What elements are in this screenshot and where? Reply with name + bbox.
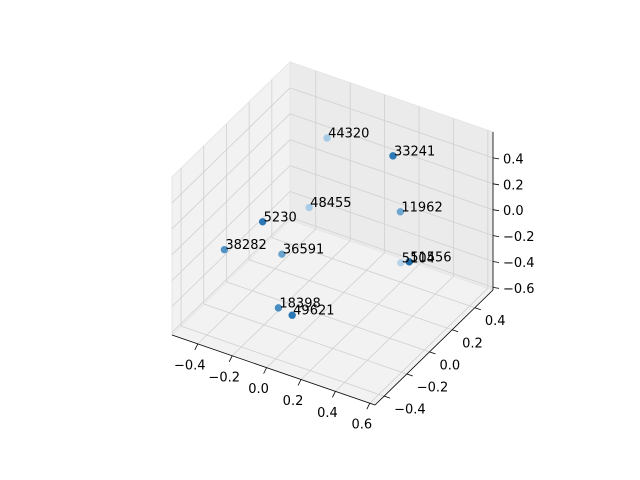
tick-mark bbox=[383, 395, 391, 399]
point-label: 36591 bbox=[283, 243, 324, 258]
grid-line bbox=[171, 113, 291, 230]
z-tick-label: −0.4 bbox=[503, 256, 535, 271]
z-tick-label: −0.2 bbox=[503, 230, 535, 245]
point bbox=[305, 203, 313, 212]
z-tick-label: 0.4 bbox=[503, 152, 524, 167]
point-label: 33241 bbox=[394, 144, 435, 159]
grid-line bbox=[171, 191, 291, 307]
x-tick-label: −0.4 bbox=[174, 358, 206, 373]
x-tick-label: 0.6 bbox=[351, 418, 372, 433]
z-tick-label: 0.0 bbox=[503, 204, 524, 219]
grid-line bbox=[171, 139, 291, 255]
tick-mark bbox=[297, 379, 302, 386]
x-tick-label: −0.2 bbox=[208, 370, 240, 385]
grid-line bbox=[271, 237, 475, 309]
y-tick-label: 0.2 bbox=[462, 336, 483, 351]
grid-line bbox=[335, 276, 454, 392]
point bbox=[396, 208, 405, 216]
tick-mark bbox=[228, 355, 233, 362]
point bbox=[274, 304, 283, 312]
x-tick-label: 0.2 bbox=[283, 394, 304, 409]
grid-line bbox=[289, 165, 494, 236]
point bbox=[220, 245, 229, 254]
tick-mark bbox=[492, 209, 500, 212]
point bbox=[323, 134, 331, 142]
tick-mark bbox=[492, 235, 500, 238]
tick-mark bbox=[366, 403, 371, 410]
point-label: 5104 bbox=[402, 251, 435, 266]
point bbox=[258, 218, 267, 226]
grid-line bbox=[289, 87, 494, 159]
point-label: 44320 bbox=[328, 127, 369, 142]
point-label: 5230 bbox=[264, 210, 297, 225]
grid-line bbox=[249, 259, 453, 331]
grid-line bbox=[231, 240, 351, 357]
point-label: 48455 bbox=[310, 196, 351, 211]
point bbox=[278, 250, 286, 258]
grid-line bbox=[289, 191, 494, 262]
grid-line bbox=[369, 287, 489, 404]
grid-line bbox=[171, 87, 291, 204]
point bbox=[397, 259, 405, 267]
x-axis-line bbox=[171, 334, 376, 406]
point-label: 11962 bbox=[401, 200, 442, 215]
y-tick-label: −0.2 bbox=[417, 381, 449, 396]
tick-mark bbox=[263, 367, 267, 374]
y-axis-line bbox=[374, 289, 494, 406]
tick-mark bbox=[452, 329, 459, 333]
y-tick-label: 0.0 bbox=[439, 358, 460, 373]
point bbox=[405, 258, 413, 266]
grid-line bbox=[289, 139, 494, 211]
grid-line bbox=[171, 165, 291, 281]
grid-line bbox=[289, 217, 494, 288]
point-label: 38282 bbox=[225, 238, 266, 253]
z-tick-label: 0.2 bbox=[503, 178, 524, 193]
y-tick-label: 0.4 bbox=[485, 314, 506, 329]
grid-line bbox=[289, 113, 494, 185]
tick-mark bbox=[492, 287, 500, 289]
grid-line bbox=[226, 281, 430, 353]
point bbox=[389, 152, 397, 160]
tick-mark bbox=[492, 183, 500, 186]
grid-line bbox=[171, 217, 291, 333]
point-label: 51556 bbox=[410, 250, 451, 265]
point-label: 18398 bbox=[279, 296, 320, 311]
grid-line bbox=[197, 228, 317, 345]
x-tick-label: 0.4 bbox=[317, 406, 338, 421]
grid-line bbox=[203, 303, 407, 375]
grid-line bbox=[180, 325, 385, 397]
tick-mark bbox=[406, 373, 413, 377]
z-tick-label: −0.6 bbox=[503, 282, 535, 297]
tick-mark bbox=[492, 157, 500, 160]
grid-line bbox=[266, 252, 385, 368]
grid-line bbox=[300, 264, 420, 380]
tick-mark bbox=[194, 343, 199, 351]
tick-mark bbox=[332, 391, 336, 398]
y-tick-label: −0.4 bbox=[394, 403, 426, 418]
point-label: 49621 bbox=[293, 304, 334, 319]
tick-mark bbox=[429, 351, 436, 355]
point bbox=[288, 311, 296, 319]
tick-mark bbox=[492, 261, 500, 263]
x-tick-label: 0.0 bbox=[248, 382, 269, 397]
tick-mark bbox=[474, 307, 481, 311]
